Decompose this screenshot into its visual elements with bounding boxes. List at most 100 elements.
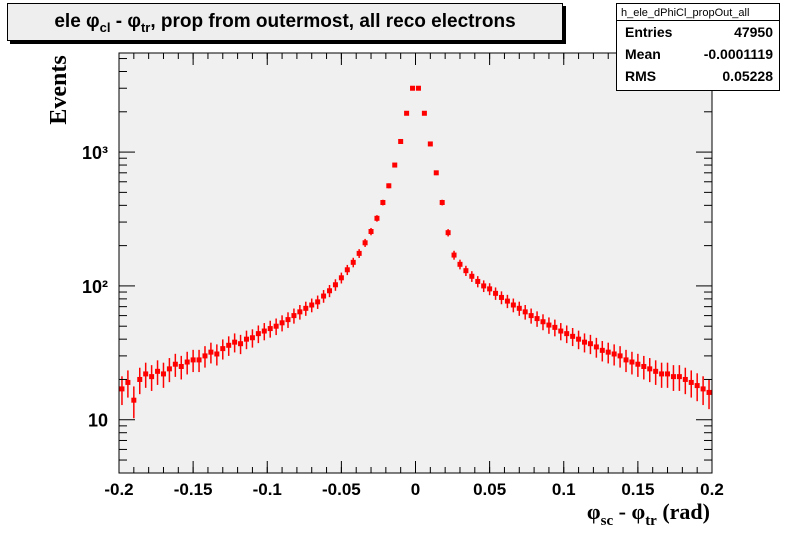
data-point: [546, 317, 552, 334]
data-point: [214, 344, 220, 366]
y-axis-label: Events: [46, 55, 72, 124]
data-point: [676, 365, 682, 391]
data-point: [665, 362, 671, 388]
data-point: [635, 353, 641, 377]
data-point: [119, 376, 125, 406]
data-point: [587, 334, 593, 355]
data-point: [415, 85, 421, 91]
data-point: [694, 373, 700, 402]
data-point: [143, 362, 149, 388]
data-point: [457, 259, 463, 270]
plot-frame: [118, 52, 713, 474]
stats-entries-row: Entries 47950: [617, 21, 779, 43]
data-point: [445, 229, 451, 237]
data-point: [232, 333, 238, 353]
data-point: [350, 257, 356, 268]
data-point: [368, 227, 374, 236]
data-point: [593, 337, 599, 358]
data-point: [137, 367, 143, 395]
data-point: [374, 215, 380, 222]
data-point: [682, 367, 688, 395]
data-point: [599, 341, 605, 362]
data-point: [582, 333, 588, 353]
data-point: [670, 365, 676, 391]
data-point: [706, 379, 712, 410]
data-point: [208, 342, 214, 364]
data-point: [279, 315, 285, 332]
data-point: [481, 280, 487, 293]
data-point: [576, 330, 582, 350]
data-point: [327, 284, 333, 298]
data-point: [172, 353, 178, 377]
rms-value: 0.05228: [722, 68, 773, 84]
data-point: [392, 162, 398, 168]
data-point: [297, 305, 303, 320]
data-point: [493, 287, 499, 300]
data-point: [196, 349, 202, 373]
data-point: [149, 365, 155, 391]
data-point: [386, 183, 392, 189]
mean-label: Mean: [625, 46, 661, 62]
chart-title: ele φcl - φtr, prop from outermost, all …: [54, 11, 516, 35]
data-point: [498, 291, 504, 305]
data-point: [273, 318, 279, 336]
data-point: [321, 290, 327, 303]
data-point: [611, 344, 617, 366]
data-point: [303, 301, 309, 316]
data-point: [410, 85, 416, 91]
data-point: [570, 327, 576, 347]
y-tick-label: 10³: [82, 143, 108, 163]
data-point: [487, 283, 493, 296]
data-point: [291, 308, 297, 324]
data-point: [475, 276, 481, 288]
data-point: [427, 141, 433, 147]
x-tick-label: 0.15: [621, 480, 654, 499]
data-point: [463, 265, 469, 276]
data-point: [184, 351, 190, 375]
data-point: [522, 305, 528, 320]
x-tick-label: -0.15: [174, 480, 213, 499]
stats-rms-row: RMS 0.05228: [617, 65, 779, 87]
entries-value: 47950: [734, 24, 773, 40]
data-point: [617, 346, 623, 368]
data-point: [338, 272, 344, 284]
data-point: [226, 336, 232, 356]
data-points: [119, 85, 712, 419]
data-point: [356, 249, 362, 258]
data-point: [623, 349, 629, 373]
x-tick-label: 0.2: [700, 480, 724, 499]
data-point: [202, 346, 208, 368]
data-point: [315, 295, 321, 309]
data-point: [534, 311, 540, 327]
data-point: [166, 358, 172, 383]
data-point: [255, 325, 261, 344]
data-point: [558, 323, 564, 341]
chart-title-box: ele φcl - φtr, prop from outermost, all …: [7, 3, 563, 41]
stats-mean-row: Mean -0.0001119: [617, 43, 779, 65]
data-point: [243, 330, 249, 350]
data-point: [309, 298, 315, 313]
data-point: [659, 362, 665, 388]
x-axis-label: φsc - φtr (rad): [587, 499, 710, 529]
data-point: [516, 301, 522, 316]
data-point: [451, 250, 457, 260]
data-point: [362, 238, 368, 247]
data-point: [552, 319, 558, 337]
data-point: [528, 308, 534, 324]
data-point: [238, 334, 244, 355]
x-tick-label: 0.05: [473, 480, 506, 499]
data-point: [261, 323, 267, 341]
data-point: [688, 370, 694, 398]
x-tick-label: 0: [411, 480, 420, 499]
data-point: [433, 170, 439, 176]
data-point: [605, 342, 611, 364]
x-tick-label: -0.2: [104, 480, 133, 499]
x-tick-label: -0.05: [322, 480, 361, 499]
data-point: [190, 349, 196, 373]
x-tick-label: 0.1: [552, 480, 576, 499]
data-point: [160, 362, 166, 388]
data-point: [564, 325, 570, 344]
data-point: [700, 376, 706, 406]
data-point: [469, 271, 475, 282]
data-point: [380, 199, 386, 206]
